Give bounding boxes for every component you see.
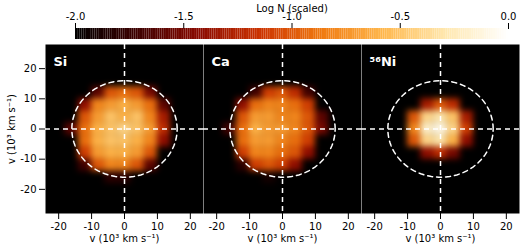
svg-text:-10: -10: [83, 221, 99, 232]
svg-text:v (10³ km s⁻¹): v (10³ km s⁻¹): [6, 94, 17, 164]
svg-text:20: 20: [24, 63, 37, 74]
svg-text:-10: -10: [241, 221, 257, 232]
svg-text:-20: -20: [208, 221, 224, 232]
svg-text:-10: -10: [399, 221, 415, 232]
svg-text:-1.0: -1.0: [282, 10, 302, 22]
svg-text:0.0: 0.0: [501, 11, 517, 22]
svg-text:0: 0: [121, 221, 127, 232]
svg-text:-0.5: -0.5: [390, 11, 410, 22]
svg-text:0: 0: [30, 123, 36, 134]
svg-text:10: 10: [151, 221, 164, 232]
svg-text:-20: -20: [20, 184, 36, 195]
svg-text:-20: -20: [50, 221, 66, 232]
svg-text:⁵⁶Ni: ⁵⁶Ni: [370, 54, 397, 69]
svg-text:20: 20: [184, 221, 197, 232]
svg-text:v (10³ km s⁻¹): v (10³ km s⁻¹): [405, 233, 475, 244]
svg-text:Log N (scaled): Log N (scaled): [256, 3, 328, 14]
svg-text:-20: -20: [366, 221, 382, 232]
svg-text:Si: Si: [54, 54, 68, 69]
svg-text:10: 10: [467, 221, 480, 232]
svg-text:v (10³ km s⁻¹): v (10³ km s⁻¹): [247, 233, 317, 244]
svg-text:0: 0: [279, 221, 285, 232]
svg-text:Ca: Ca: [212, 54, 230, 69]
svg-text:v (10³ km s⁻¹): v (10³ km s⁻¹): [89, 233, 159, 244]
svg-text:20: 20: [342, 221, 355, 232]
svg-text:-2.0: -2.0: [66, 11, 86, 22]
svg-text:20: 20: [500, 221, 513, 232]
svg-text:-1.5: -1.5: [174, 11, 194, 22]
svg-text:-10: -10: [20, 153, 36, 164]
svg-text:0: 0: [437, 221, 443, 232]
svg-text:10: 10: [309, 221, 322, 232]
svg-text:10: 10: [24, 93, 37, 104]
